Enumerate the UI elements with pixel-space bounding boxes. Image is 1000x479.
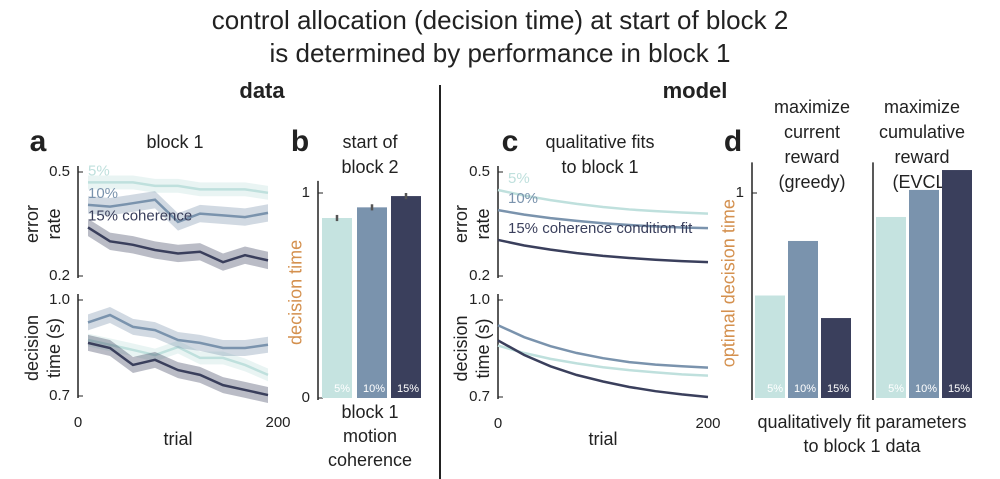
- y-tick-label: 0.5: [469, 163, 490, 180]
- x-tick-label: 0: [74, 414, 82, 431]
- series-line: [497, 238, 709, 264]
- bar-category-label: 5%: [334, 383, 350, 395]
- bar-category-label: 15%: [827, 383, 849, 395]
- panel-label: d: [724, 125, 742, 158]
- panel-title: qualitative fits: [545, 132, 654, 152]
- panel-title: reward: [894, 147, 949, 167]
- panel-title: (greedy): [778, 172, 845, 192]
- error-band: [88, 307, 268, 356]
- series-line: [497, 339, 709, 399]
- panel-title: current: [784, 122, 840, 142]
- y-tick-label: 1: [736, 184, 744, 201]
- error-band: [88, 218, 268, 271]
- y-axis-label: rate: [44, 208, 64, 239]
- series-line: [497, 208, 709, 230]
- x-axis-label: motion: [343, 426, 397, 446]
- section-heading: data: [239, 78, 285, 103]
- series-label: 5%: [88, 162, 110, 179]
- bar-category-label: 15%: [948, 383, 970, 395]
- series-line: [497, 324, 709, 369]
- panel-title: maximize: [884, 97, 960, 117]
- panel-title: reward: [784, 147, 839, 167]
- x-axis-label: coherence: [328, 450, 412, 470]
- y-axis-label: time (s): [473, 319, 493, 379]
- figure-title: control allocation (decision time) at st…: [212, 5, 789, 35]
- panel-title: start of: [342, 132, 398, 152]
- bar: [391, 196, 421, 398]
- series-line: [87, 226, 269, 264]
- figure-title: is determined by performance in block 1: [269, 38, 730, 68]
- series-label: 15% coherence: [88, 207, 192, 224]
- bar-category-label: 5%: [888, 383, 904, 395]
- series-label: 15% coherence condition fit: [508, 220, 693, 237]
- y-axis-label: error: [451, 205, 471, 243]
- y-tick-label: 0.7: [49, 387, 70, 404]
- x-axis-label: trial: [163, 429, 192, 449]
- series-line: [497, 344, 709, 377]
- y-axis-label: optimal decision time: [719, 199, 739, 367]
- y-axis-label: error: [22, 205, 42, 243]
- bar-category-label: 15%: [397, 383, 419, 395]
- bar-category-label: 10%: [363, 383, 385, 395]
- panel-title: cumulative: [879, 122, 965, 142]
- y-tick-label: 1.0: [49, 291, 70, 308]
- series-label: 10%: [88, 185, 118, 202]
- panel-label: b: [291, 125, 309, 158]
- x-tick-label: 200: [265, 414, 290, 431]
- bar: [876, 216, 906, 398]
- y-axis-label: decision time: [286, 240, 306, 345]
- y-tick-label: 0.7: [469, 388, 490, 405]
- panel-title: to block 1: [561, 157, 638, 177]
- y-tick-label: 0: [302, 389, 310, 406]
- panel-label: c: [502, 125, 519, 158]
- bar: [755, 295, 785, 398]
- bar-category-label: 5%: [767, 383, 783, 395]
- series-line: [88, 181, 269, 195]
- x-tick-label: 0: [494, 415, 502, 432]
- panel-title: (EVCL): [892, 172, 951, 192]
- panel-title: maximize: [774, 97, 850, 117]
- series-line: [87, 338, 269, 377]
- bar-category-label: 10%: [794, 383, 816, 395]
- x-axis-label: block 1: [341, 402, 398, 422]
- section-heading: model: [663, 78, 728, 103]
- series-line: [497, 188, 709, 215]
- y-tick-label: 1: [302, 184, 310, 201]
- series-label: 10%: [508, 190, 538, 207]
- series-line: [87, 341, 269, 397]
- y-tick-label: 0.5: [49, 163, 70, 180]
- panel-label: a: [30, 125, 47, 158]
- bar: [942, 170, 972, 398]
- bar-category-label: 10%: [915, 383, 937, 395]
- y-tick-label: 0.2: [469, 267, 490, 284]
- y-axis-label: decision: [22, 315, 42, 381]
- bar: [357, 207, 387, 398]
- x-tick-label: 200: [695, 415, 720, 432]
- x-axis-label: to block 1 data: [803, 436, 921, 456]
- bar: [821, 318, 851, 398]
- bar: [909, 189, 939, 398]
- bar: [788, 240, 818, 398]
- y-tick-label: 1.0: [469, 291, 490, 308]
- series-label: 5%: [508, 170, 530, 187]
- y-axis-label: time (s): [44, 318, 64, 378]
- panel-title: block 1: [146, 132, 203, 152]
- series-line: [87, 198, 269, 224]
- panel-title: block 2: [341, 157, 398, 177]
- y-tick-label: 0.2: [49, 267, 70, 284]
- x-axis-label: qualitatively fit parameters: [757, 412, 966, 432]
- y-axis-label: rate: [473, 208, 493, 239]
- bar: [322, 218, 352, 398]
- error-band: [88, 333, 268, 382]
- x-axis-label: trial: [588, 429, 617, 449]
- y-axis-label: decision: [451, 315, 471, 381]
- series-line: [87, 313, 269, 350]
- error-band: [88, 191, 268, 231]
